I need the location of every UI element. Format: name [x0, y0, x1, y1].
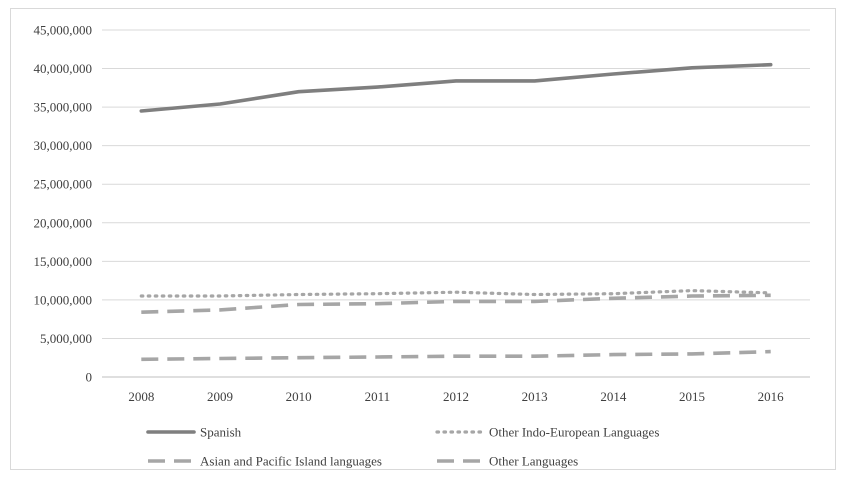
- y-tick-label: 30,000,000: [34, 138, 93, 153]
- y-tick-label: 35,000,000: [34, 100, 93, 115]
- series-line: [139, 62, 773, 113]
- x-tick-label: 2015: [679, 389, 705, 404]
- legend-label: Other Languages: [489, 454, 578, 469]
- y-tick-label: 5,000,000: [40, 331, 92, 346]
- x-tick-label: 2012: [443, 389, 469, 404]
- series-line: [141, 349, 771, 362]
- y-tick-label: 15,000,000: [34, 254, 93, 269]
- x-tick-label: 2011: [365, 389, 391, 404]
- y-tick-label: 25,000,000: [34, 177, 93, 192]
- y-tick-label: 20,000,000: [34, 215, 93, 230]
- x-tick-label: 2008: [128, 389, 154, 404]
- x-tick-label: 2014: [600, 389, 627, 404]
- legend: Spanish Other Indo-European Languages Asia…: [146, 425, 659, 469]
- y-tick-label: 0: [86, 370, 93, 385]
- x-tick-label: 2013: [522, 389, 548, 404]
- gridlines: [102, 29, 810, 339]
- x-tick-label: 2016: [758, 389, 785, 404]
- axes: 0 5,000,000 10,000,000 15,000,000 20,000,000…: [34, 23, 810, 404]
- legend-label: Spanish: [200, 425, 242, 440]
- y-tick-label: 40,000,000: [34, 61, 93, 76]
- legend-label: Other Indo-European Languages: [489, 425, 659, 440]
- x-tick-label: 2009: [207, 389, 233, 404]
- legend-label: Asian and Pacific Island languages: [200, 454, 382, 469]
- y-tick-label: 10,000,000: [34, 292, 93, 307]
- x-tick-label: 2010: [286, 389, 312, 404]
- series-lines: [139, 62, 773, 362]
- series-line: [139, 289, 773, 298]
- y-tick-label: 45,000,000: [34, 23, 93, 38]
- series-line: [141, 293, 771, 314]
